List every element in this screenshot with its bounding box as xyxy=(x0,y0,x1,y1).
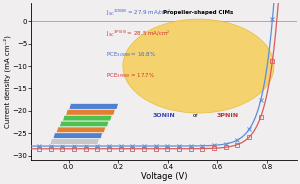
Y-axis label: Current density (mA cm⁻²): Current density (mA cm⁻²) xyxy=(4,35,11,128)
Polygon shape xyxy=(50,139,99,144)
Text: PCE$_{3PNIN}$ = 17.7%: PCE$_{3PNIN}$ = 17.7% xyxy=(106,72,155,80)
Text: or: or xyxy=(193,113,199,118)
Text: 3PNIN: 3PNIN xyxy=(217,113,239,118)
Text: 3ONIN: 3ONIN xyxy=(153,113,175,118)
Ellipse shape xyxy=(123,19,274,113)
Polygon shape xyxy=(66,109,115,115)
Polygon shape xyxy=(63,115,112,121)
Polygon shape xyxy=(53,133,103,139)
X-axis label: Voltage (V): Voltage (V) xyxy=(141,171,187,181)
Text: PCE$_{3ONIN}$ = 16.8%: PCE$_{3ONIN}$ = 16.8% xyxy=(106,50,156,59)
Polygon shape xyxy=(56,127,106,133)
Polygon shape xyxy=(69,104,118,109)
Text: J$_{SC}$$^{3ONIN}$ = 27.9 mA/cm²: J$_{SC}$$^{3ONIN}$ = 27.9 mA/cm² xyxy=(106,8,171,18)
Text: J$_{SC}$$^{3PNIN}$ = 28.5 mA/cm²: J$_{SC}$$^{3PNIN}$ = 28.5 mA/cm² xyxy=(106,29,170,40)
Text: Propeller-shaped CIMs: Propeller-shaped CIMs xyxy=(163,10,234,15)
Polygon shape xyxy=(59,121,109,127)
